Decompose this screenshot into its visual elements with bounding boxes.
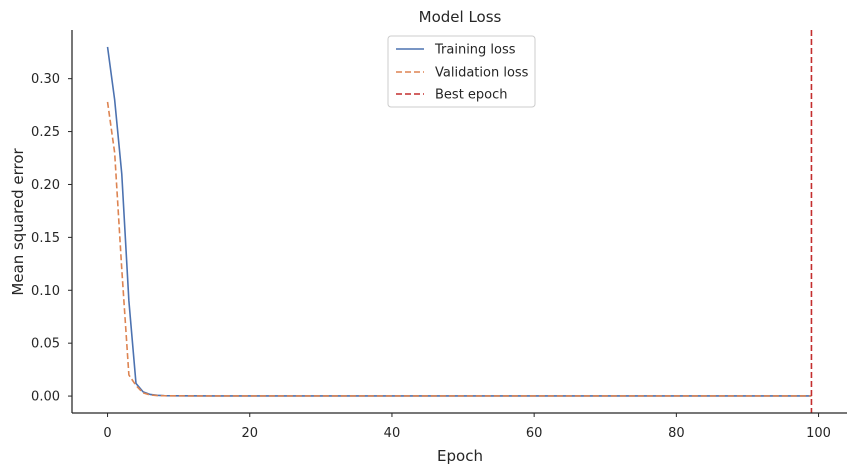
- y-tick-label: 0.15: [31, 231, 60, 246]
- x-axis-label: Epoch: [437, 447, 483, 465]
- x-tick-label: 40: [384, 426, 401, 441]
- y-tick-label: 0.10: [31, 284, 60, 299]
- legend-label-best-epoch: Best epoch: [435, 88, 508, 103]
- plot-area: 0 20 40 60 80 100 0.00 0.05 0.10 0.15 0.20 0.25 0.30: [31, 30, 847, 441]
- y-tick-label: 0.05: [31, 337, 60, 352]
- series-line-validation-loss: [106, 101, 812, 397]
- legend: Training loss Validation loss Best epoch: [387, 35, 536, 108]
- y-tick-label: 0.00: [31, 390, 60, 405]
- x-tick-label: 20: [241, 426, 258, 441]
- x-tick-label: 80: [668, 426, 685, 441]
- legend-box: [387, 35, 536, 108]
- x-tick-label: 0: [103, 426, 111, 441]
- x-tick-label: 60: [526, 426, 543, 441]
- y-tick-label: 0.25: [31, 125, 60, 140]
- y-axis-label: Mean squared error: [9, 147, 27, 295]
- chart-title: Model Loss: [419, 8, 502, 26]
- x-tick-label: 100: [806, 426, 831, 441]
- y-tick-label: 0.20: [31, 178, 60, 193]
- legend-label-training-loss: Training loss: [434, 43, 516, 58]
- y-tick-label: 0.30: [31, 72, 60, 87]
- legend-label-validation-loss: Validation loss: [435, 66, 529, 81]
